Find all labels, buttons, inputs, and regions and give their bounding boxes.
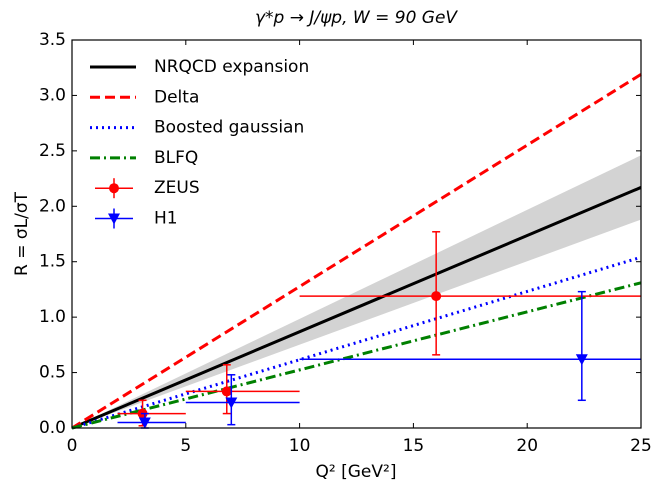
legend-label: BLFQ bbox=[154, 148, 198, 168]
plot-frame bbox=[71, 39, 642, 429]
marker bbox=[221, 386, 232, 397]
x-tick-label: 0 bbox=[67, 436, 78, 456]
line bbox=[71, 186, 642, 430]
y-tick-label: 0.0 bbox=[39, 418, 66, 438]
x-tick-label: 10 bbox=[289, 436, 311, 456]
legend-label: ZEUS bbox=[154, 178, 200, 198]
marker bbox=[138, 417, 151, 429]
x-axis-label: Q² [GeV²] bbox=[316, 462, 397, 482]
y-axis-label: R = σL/σT bbox=[12, 191, 32, 276]
x-tick-label: 20 bbox=[516, 436, 538, 456]
x-tick-label: 5 bbox=[180, 436, 191, 456]
y-tick-label: 0.5 bbox=[39, 363, 66, 383]
marker bbox=[225, 397, 238, 409]
marker bbox=[575, 354, 588, 366]
line bbox=[71, 73, 642, 430]
marker bbox=[108, 213, 120, 225]
legend-label: Boosted gaussian bbox=[154, 118, 304, 138]
legend-label: H1 bbox=[154, 209, 178, 229]
y-tick-label: 1.0 bbox=[39, 307, 66, 327]
y-tick-label: 2.0 bbox=[39, 196, 66, 216]
x-tick-label: 25 bbox=[630, 436, 652, 456]
chart-title: γ*p → J/ψp, W = 90 GeV bbox=[255, 8, 458, 28]
line bbox=[71, 255, 642, 430]
y-tick-label: 3.5 bbox=[39, 30, 66, 50]
y-tick-label: 2.5 bbox=[39, 141, 66, 161]
y-tick-label: 3.0 bbox=[39, 85, 66, 105]
legend-label: NRQCD expansion bbox=[154, 57, 309, 77]
y-tick-label: 1.5 bbox=[39, 252, 66, 272]
line bbox=[71, 281, 642, 430]
marker bbox=[431, 291, 442, 302]
legend-label: Delta bbox=[154, 87, 199, 107]
marker bbox=[109, 183, 119, 194]
x-tick-label: 15 bbox=[403, 436, 425, 456]
